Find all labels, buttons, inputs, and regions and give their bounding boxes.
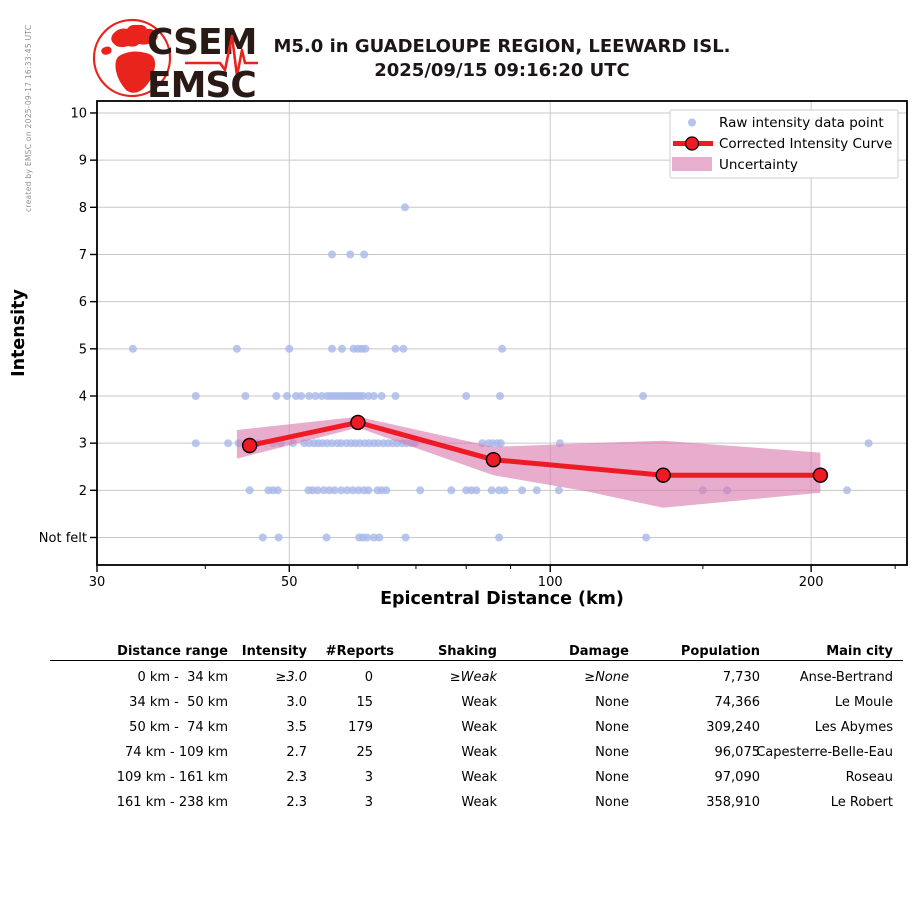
table-row-1-population: 74,366 [714, 695, 761, 710]
legend-label: Uncertainty [719, 157, 798, 173]
table-row-4-distance_range: 109 km - 161 km [116, 770, 228, 785]
table-row-1-distance_range: 34 km - 50 km [129, 695, 228, 710]
table-row-1-shaking: Weak [461, 695, 497, 710]
table-header-intensity: Intensity [241, 644, 307, 659]
table-row-2-main_city: Les Abymes [814, 720, 893, 735]
table-row-3-distance_range: 74 km - 109 km [125, 745, 228, 760]
svg-text:10: 10 [70, 106, 87, 121]
table-row-2-shaking: Weak [461, 720, 497, 735]
table-row-5-damage: None [595, 795, 629, 810]
legend-label: Raw intensity data point [719, 115, 884, 131]
svg-text:9: 9 [79, 154, 87, 169]
seismogram-icon [185, 34, 258, 78]
table-row-0-damage: ≥None [584, 670, 629, 685]
svg-text:2: 2 [79, 484, 87, 499]
svg-text:6: 6 [79, 295, 87, 310]
svg-text:3: 3 [79, 437, 87, 452]
table-header-reports: #Reports [325, 644, 394, 659]
legend: Raw intensity data point Corrected Intens… [669, 109, 899, 179]
corrected-curve-markers [241, 414, 829, 483]
table-row-3-reports: 25 [356, 745, 373, 760]
table-row-4-intensity: 2.3 [286, 770, 307, 785]
svg-text:4: 4 [79, 389, 87, 404]
table-row-0-main_city: Anse-Bertrand [799, 670, 893, 685]
globe-icon [92, 18, 172, 98]
table-row-3-population: 96,075 [714, 745, 761, 760]
title-event: M5.0 in GUADELOUPE REGION, LEEWARD ISL. [273, 36, 731, 57]
x-axis: 30 50 100 200 [89, 565, 896, 590]
page-title: M5.0 in GUADELOUPE REGION, LEEWARD ISL. … [97, 35, 907, 83]
legend-label: Corrected Intensity Curve [719, 136, 892, 152]
emsc-logo: CSEM EMSC [85, 8, 265, 106]
table-row-3-intensity: 2.7 [286, 745, 307, 760]
table-row-2-population: 309,240 [706, 720, 760, 735]
y-axis: Not felt 2 3 4 5 6 7 8 9 10 [39, 106, 97, 546]
table-row-3-shaking: Weak [461, 745, 497, 760]
table-row-2-damage: None [595, 720, 629, 735]
table-row-4-damage: None [595, 770, 629, 785]
svg-text:8: 8 [79, 201, 87, 216]
table-row-4-main_city: Roseau [845, 770, 893, 785]
table-row-5-distance_range: 161 km - 238 km [116, 795, 228, 810]
table-row-4-shaking: Weak [461, 770, 497, 785]
table-row-5-shaking: Weak [461, 795, 497, 810]
table-row-4-reports: 3 [364, 770, 373, 785]
table-row-1-reports: 15 [356, 695, 373, 710]
table-header-main_city: Main city [826, 644, 893, 659]
table-row-1-intensity: 3.0 [286, 695, 307, 710]
table-row-5-reports: 3 [364, 795, 373, 810]
table-row-1-main_city: Le Moule [834, 695, 893, 710]
table-row-0-intensity: ≥3.0 [275, 670, 307, 685]
svg-text:50: 50 [281, 575, 298, 590]
table-row-2-intensity: 3.5 [286, 720, 307, 735]
svg-text:5: 5 [79, 342, 87, 357]
table-row-4-population: 97,090 [714, 770, 761, 785]
table-row-0-reports: 0 [364, 670, 373, 685]
table-header-population: Population [680, 644, 760, 659]
table-row-5-intensity: 2.3 [286, 795, 307, 810]
plot-border [96, 100, 908, 566]
table-row-3-main_city: Capesterre-Belle-Eau [756, 745, 893, 760]
table-header-shaking: Shaking [437, 644, 497, 659]
legend-uncertainty-icon [672, 157, 712, 171]
table-row-2-reports: 179 [348, 720, 373, 735]
table-row-3-damage: None [595, 745, 629, 760]
svg-text:30: 30 [89, 575, 106, 590]
svg-text:200: 200 [799, 575, 824, 590]
svg-text:Not felt: Not felt [39, 531, 87, 546]
table-row-0-shaking: ≥Weak [449, 670, 497, 685]
logo-text-csem: CSEM [147, 22, 256, 63]
table-row-5-population: 358,910 [706, 795, 760, 810]
logo-text-emsc: EMSC [147, 65, 256, 103]
table-row-0-population: 7,730 [722, 670, 760, 685]
table-header-rule [50, 660, 903, 661]
table-row-5-main_city: Le Robert [830, 795, 893, 810]
table-header-damage: Damage [568, 644, 629, 659]
svg-text:7: 7 [79, 248, 87, 263]
table-row-0-distance_range: 0 km - 34 km [133, 670, 228, 685]
x-axis-label: Epicentral Distance (km) [380, 589, 624, 609]
svg-text:100: 100 [538, 575, 563, 590]
table-row-1-damage: None [595, 695, 629, 710]
table-row-2-distance_range: 50 km - 74 km [129, 720, 228, 735]
table-header-distance_range: Distance range [117, 644, 228, 659]
y-axis-label: Intensity [9, 288, 29, 376]
legend-raw-point-icon [688, 118, 696, 127]
title-datetime: 2025/09/15 09:16:20 UTC [374, 60, 630, 81]
